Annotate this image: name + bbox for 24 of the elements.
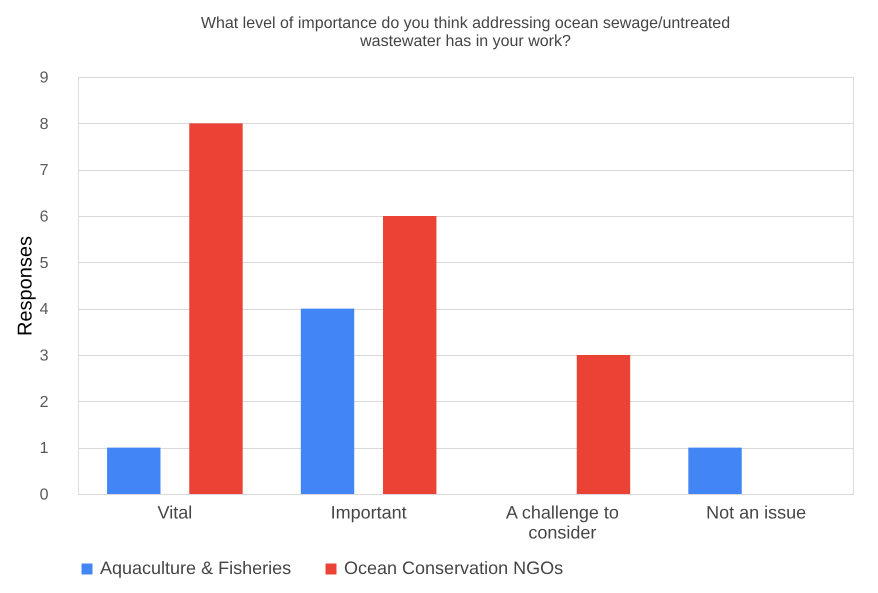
y-axis-title: Responses: [14, 236, 37, 336]
y-tick-label: 2: [40, 394, 49, 411]
y-tick-label: 8: [40, 116, 49, 133]
y-tick-label: 0: [40, 486, 49, 504]
bar: [576, 355, 630, 494]
bar: [300, 308, 354, 494]
bar: [688, 448, 742, 494]
x-tick-label: Vital: [158, 502, 192, 522]
x-tick-label: Important: [330, 502, 407, 522]
y-tick-label: 7: [40, 162, 49, 180]
chart-title: What level of importance do you think addressing ocean sewage/untreated wastewater has in your work?: [200, 15, 730, 50]
y-tick-label: 5: [40, 254, 49, 272]
y-tick-label: 6: [40, 208, 49, 226]
x-tick-label: A challenge to consider: [506, 502, 619, 542]
y-tick-label: 1: [40, 440, 49, 458]
y-tick-label: 3: [40, 348, 49, 364]
bar: [107, 448, 160, 494]
legend-label: Aquaculture & Fisheries: [100, 558, 292, 578]
bar: [189, 123, 243, 494]
y-tick-label: 9: [40, 70, 49, 86]
y-tick-label: 4: [40, 301, 49, 318]
legend-label: Ocean Conservation NGOs: [344, 558, 564, 578]
bar: [383, 216, 436, 494]
x-tick-label: Not an issue: [706, 502, 806, 522]
